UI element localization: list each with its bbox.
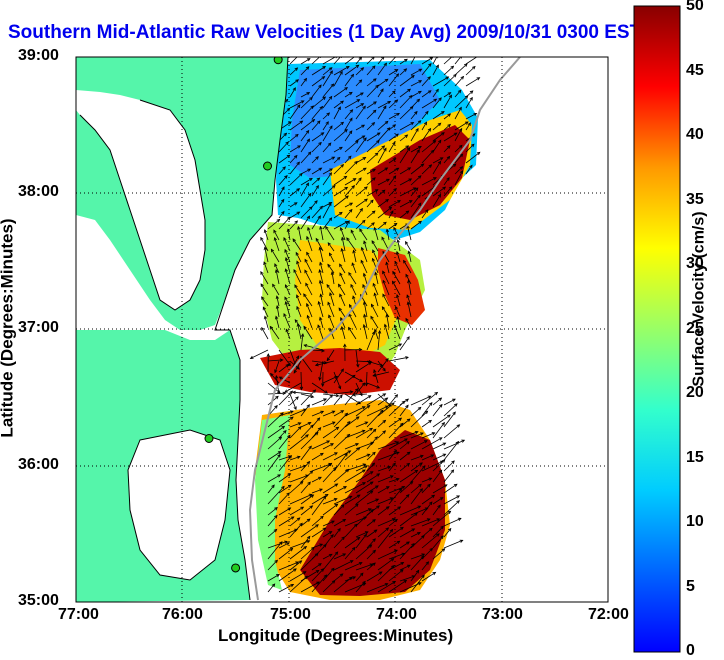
station-3-marker (205, 435, 213, 443)
cb-tick-10: 10 (686, 513, 704, 531)
x-tick-77: 77:00 (58, 606, 99, 624)
colorbar (634, 6, 680, 652)
x-tick-73: 73:00 (482, 606, 523, 624)
station-4-marker (232, 564, 240, 572)
velocity-vector-head (417, 49, 420, 52)
station-2-marker (264, 162, 272, 170)
y-tick-38: 38:00 (18, 183, 59, 201)
x-tick-72: 72:00 (588, 606, 629, 624)
velocity-vector (345, 350, 362, 351)
y-tick-35: 35:00 (18, 592, 59, 610)
cb-tick-20: 20 (686, 384, 704, 402)
x-axis-label: Longitude (Degrees:Minutes) (218, 626, 453, 646)
y-axis-label: Latitude (Degrees:Minutes) (0, 218, 18, 437)
velocity-vector-head (478, 54, 481, 57)
x-tick-74: 74:00 (376, 606, 417, 624)
colorbar-label: Surface Velocity (cm/s) (691, 211, 709, 386)
y-tick-39: 39:00 (18, 47, 59, 65)
x-tick-76: 76:00 (162, 606, 203, 624)
cb-tick-35: 35 (686, 191, 704, 209)
x-tick-75: 75:00 (270, 606, 311, 624)
cb-tick-45: 45 (686, 62, 704, 80)
cb-tick-5: 5 (686, 578, 695, 596)
cb-tick-15: 15 (686, 449, 704, 467)
cb-tick-40: 40 (686, 126, 704, 144)
velocity-vector (301, 372, 302, 390)
y-tick-36: 36:00 (18, 456, 59, 474)
y-tick-37: 37:00 (18, 319, 59, 337)
cb-tick-0: 0 (686, 642, 695, 660)
cb-tick-50: 50 (686, 0, 704, 15)
